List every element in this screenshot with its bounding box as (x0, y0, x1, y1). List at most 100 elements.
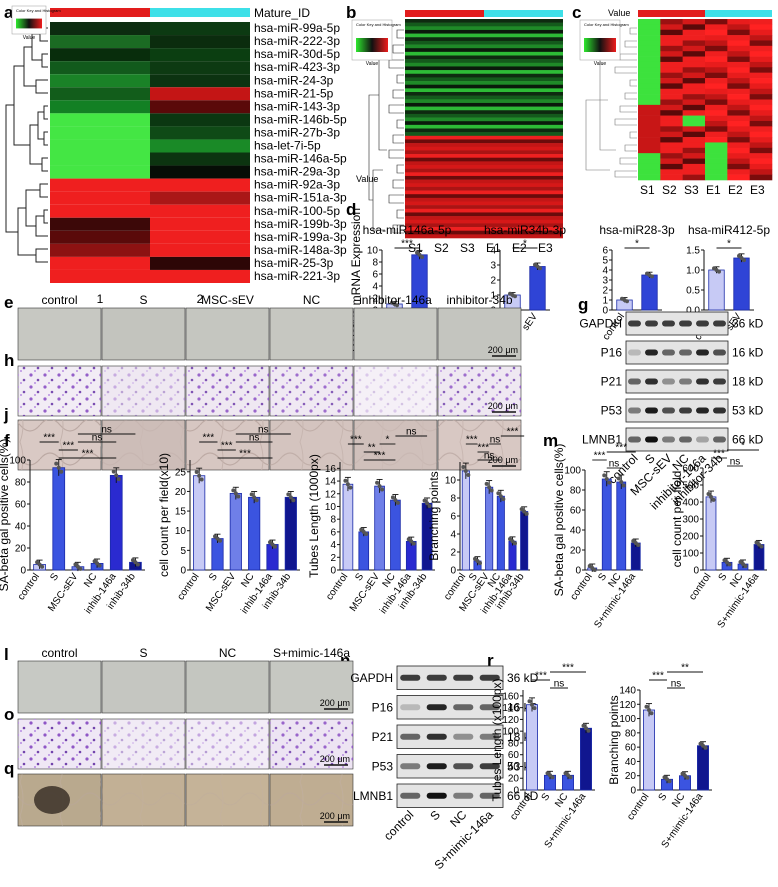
significance-label: *** (594, 451, 606, 462)
blot-band (426, 763, 447, 770)
blot-band (628, 378, 641, 385)
heat-cell (50, 204, 150, 218)
heat-cell (50, 256, 150, 270)
mirna-label: hsa-miR-199b-3p (254, 217, 347, 231)
significance-label: *** (477, 443, 489, 454)
y-tick-label: 16 (325, 464, 337, 475)
y-tick-label: 140 (619, 686, 636, 697)
y-tick-label: 5 (180, 546, 186, 557)
heat-cell (150, 126, 250, 140)
heat-cell (150, 256, 250, 270)
blot-band (679, 436, 692, 443)
y-axis-label: Tubes Length (x100px) (490, 679, 504, 802)
column-label: control (41, 293, 77, 307)
scale-bar-label: 200 μm (320, 754, 350, 764)
significance-label: ns (92, 433, 103, 444)
data-point (59, 469, 64, 474)
heat-cell (150, 48, 250, 62)
panel-letter-r: r (487, 651, 494, 670)
size-label: 36 kD (732, 317, 764, 331)
bar (248, 496, 261, 571)
blot-strip (396, 695, 504, 720)
sample-label: S1 (640, 183, 655, 197)
heat-cell (150, 178, 250, 192)
data-point (616, 476, 621, 481)
panel-letter-m: m (543, 431, 558, 450)
heat-cell (50, 230, 150, 244)
significance-label: *** (202, 433, 214, 444)
panel-letter-n: n (340, 651, 350, 670)
data-point (252, 495, 257, 500)
y-tick-label: 4 (490, 246, 496, 257)
lane-label: S (427, 808, 443, 824)
micrograph-tile (353, 307, 438, 361)
y-tick-label: 120 (619, 700, 636, 711)
mirna-label: hsa-miR-146a-5p (254, 152, 347, 166)
blot-strip (625, 369, 729, 394)
y-axis-label: SA-beta gal positive cells(%) (552, 444, 566, 597)
data-point (650, 274, 654, 279)
mirna-label: hsa-miR-146b-5p (254, 112, 347, 126)
data-point (649, 711, 654, 716)
significance-label: ns (101, 425, 112, 436)
sample-label: E1 (706, 183, 721, 197)
y-tick-label: 4 (330, 540, 336, 551)
sample-label: E1 (486, 241, 501, 255)
bar (193, 475, 206, 571)
y-tick-label: 3 (490, 261, 496, 272)
heat-cell (150, 35, 250, 49)
data-point (463, 469, 468, 473)
heat-cell (50, 178, 150, 192)
y-tick-label: 8 (330, 515, 336, 526)
y-tick-label: 0 (20, 566, 26, 577)
panel-letter-e: e (4, 293, 13, 312)
data-point (40, 564, 45, 569)
heat-cell (50, 165, 150, 179)
column-label: S (139, 646, 147, 660)
mirna-label: hsa-miR-199a-3p (254, 230, 347, 244)
blot-strip (625, 311, 729, 336)
panel-letter-g: g (578, 295, 588, 314)
bar (641, 274, 658, 311)
blot-band (662, 320, 675, 327)
y-tick-label: 0.0 (686, 306, 700, 317)
mirna-label: hsa-miR-148a-3p (254, 243, 347, 257)
blot-strip (396, 783, 504, 808)
heat-cell (150, 269, 250, 283)
size-label: 53 kD (732, 404, 764, 418)
data-point (501, 497, 506, 502)
data-point (619, 480, 624, 484)
y-tick-label: 0.5 (686, 286, 700, 297)
column-label: NC (219, 646, 237, 660)
svg-text:Color Key and Histogram: Color Key and Histogram (356, 22, 401, 27)
heat-cell (150, 61, 250, 75)
color-key-b: Color Key and Histogram Value (351, 19, 401, 67)
chart-title: hsa-miR28-3p (599, 223, 675, 237)
y-axis-label: Tubes Length (1000px) (307, 454, 321, 578)
blot-band (713, 349, 726, 356)
sa-beta-gal-row: 200 μm (17, 307, 522, 361)
col-label-2: 2 (197, 292, 204, 306)
bar (496, 495, 505, 571)
data-point (527, 699, 532, 704)
significance-label: *** (374, 451, 386, 462)
blot-band (453, 763, 474, 770)
panel-letter-l: l (4, 645, 9, 664)
blot-band (645, 378, 658, 385)
significance-label: ns (249, 433, 260, 444)
blot-strip (396, 665, 504, 690)
y-tick-label: 80 (625, 728, 637, 739)
significance-label: * (386, 435, 390, 446)
significance-label: * (741, 441, 745, 452)
heat-cell (150, 139, 250, 153)
protein-label: LMNB1 (353, 789, 393, 803)
mirna-label: hsa-miR-221-3p (254, 269, 340, 283)
category-label: S (48, 571, 61, 583)
value-label-b: Value (356, 174, 378, 184)
y-tick-label: 0 (602, 306, 608, 317)
heat-cell (50, 243, 150, 257)
significance-label: *** (713, 449, 725, 460)
y-axis-label: SA-beta gal positive cells(%) (0, 439, 11, 592)
blot-band (662, 349, 675, 356)
